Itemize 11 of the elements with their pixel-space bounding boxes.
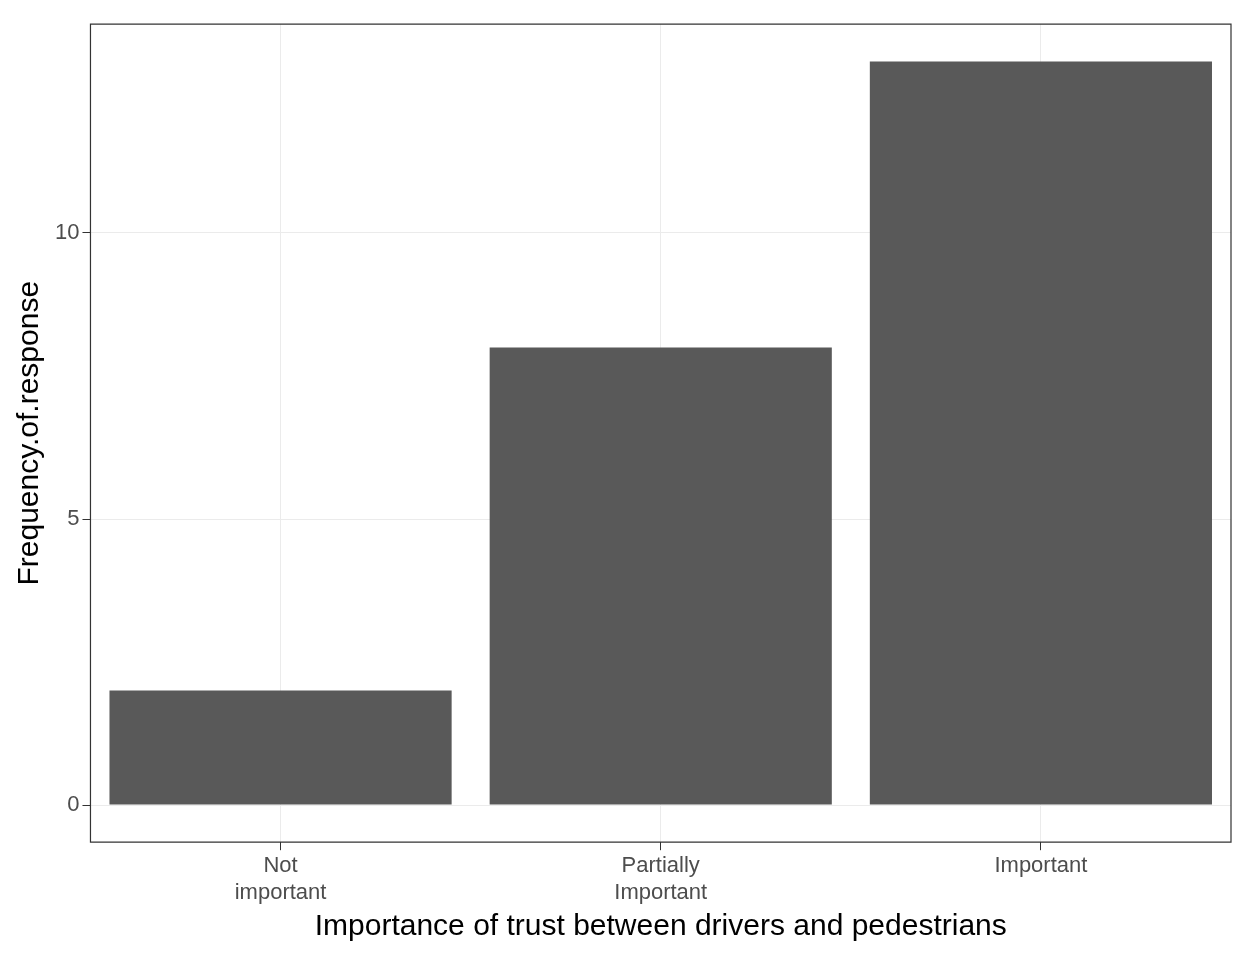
x-tick-label: Important (994, 852, 1088, 878)
x-axis-title: Importance of trust between drivers and pedestrians (314, 908, 1007, 942)
y-tick-label: 0 (67, 791, 80, 817)
x-tick-label: Partially Important (614, 852, 708, 904)
y-tick-label: 10 (54, 219, 80, 245)
bar (489, 347, 832, 805)
y-axis-title: Frequency.of.response (11, 280, 45, 586)
bar (109, 690, 452, 805)
y-tick-label: 5 (67, 505, 80, 531)
x-tick-label: Not important (234, 852, 327, 904)
bar (869, 61, 1212, 805)
